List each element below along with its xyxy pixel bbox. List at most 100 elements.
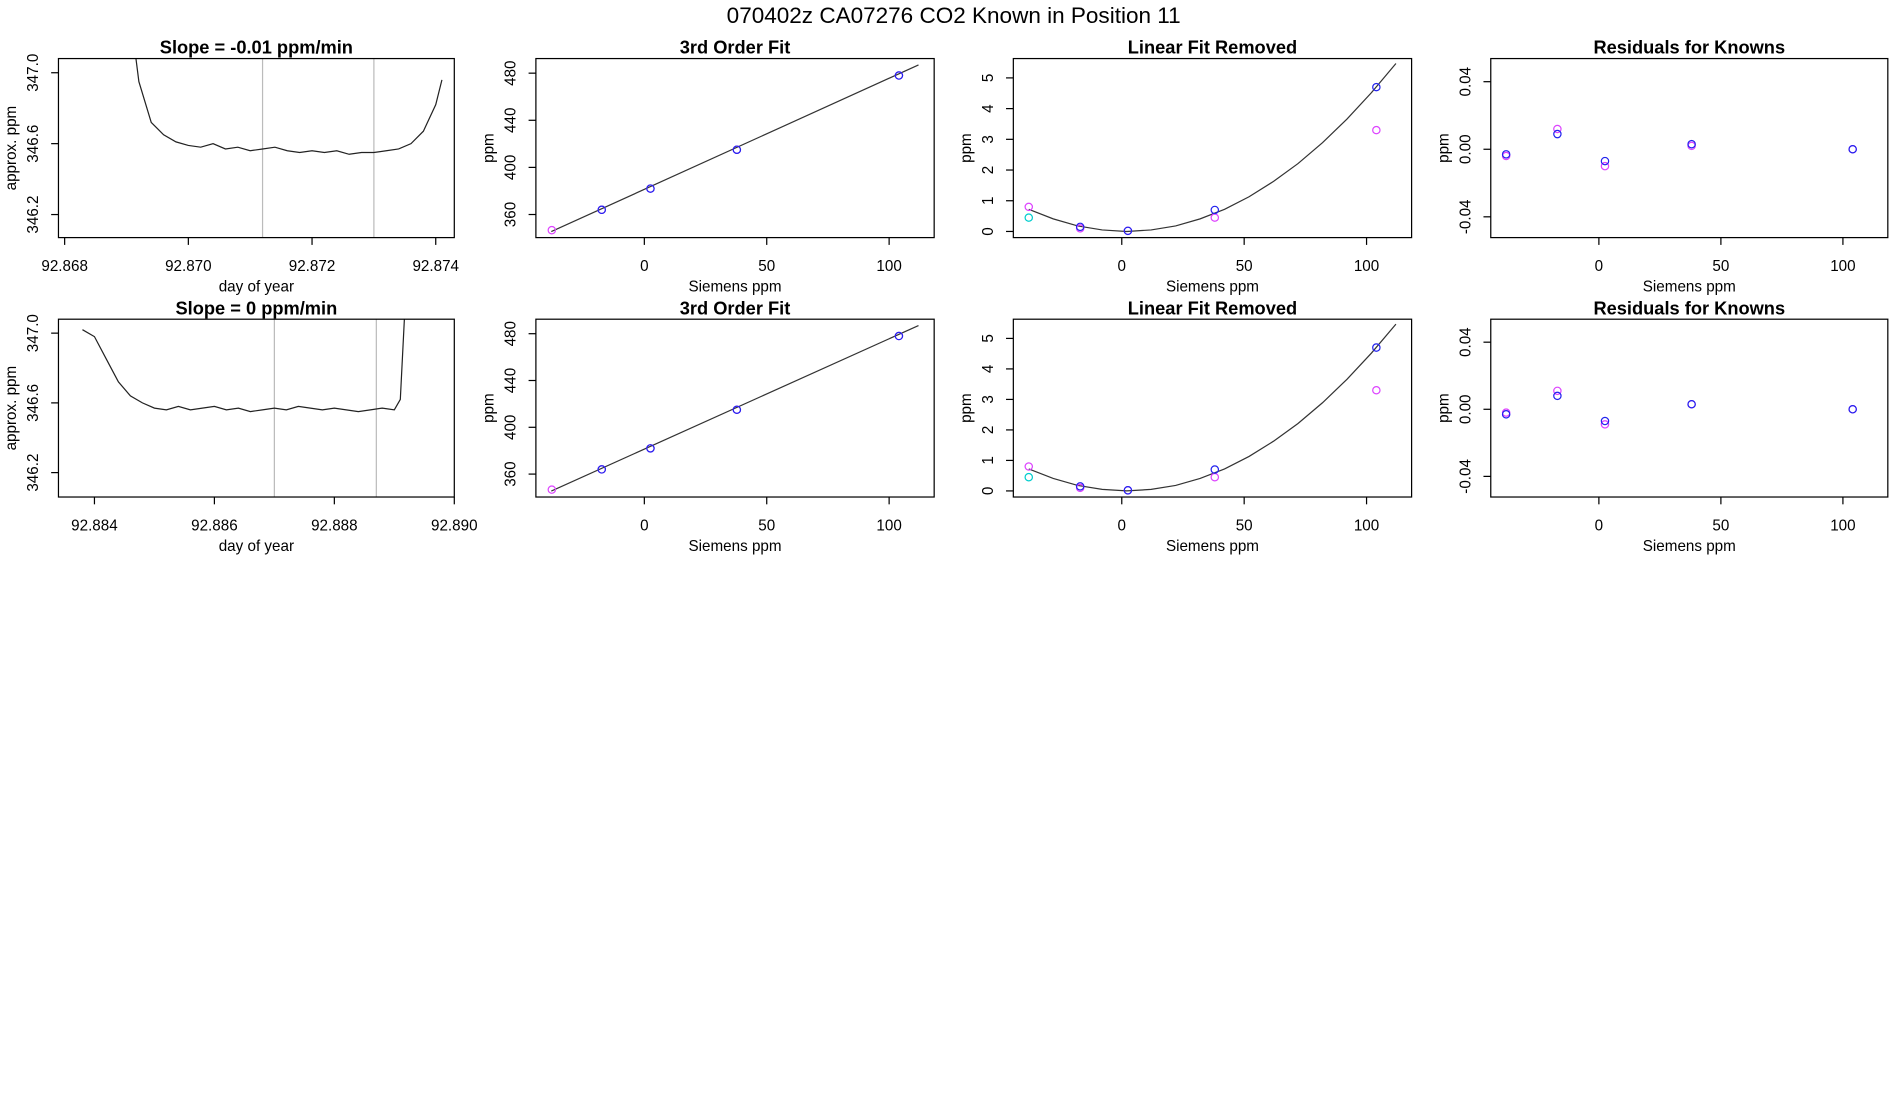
x-axis-label: Siemens ppm: [1643, 279, 1736, 296]
x-tick-label: 100: [1830, 258, 1855, 275]
y-axis-label: ppm: [481, 133, 498, 163]
x-axis-label: Siemens ppm: [689, 538, 782, 555]
x-axis-label: Siemens ppm: [1166, 538, 1259, 555]
x-tick-label: 92.874: [412, 258, 459, 275]
panel-title: 3rd Order Fit: [680, 297, 791, 318]
point: [1123, 486, 1133, 495]
y-axis-label: approx. ppm: [3, 106, 20, 191]
y-tick-label: 0.04: [1457, 327, 1474, 357]
y-tick-label: 5: [980, 334, 997, 342]
y-tick-label: 0.00: [1457, 394, 1474, 424]
line: [135, 58, 443, 155]
y-axis-label: ppm: [958, 393, 975, 423]
y-tick-label: 5: [980, 74, 997, 82]
plot-frame: [535, 318, 935, 498]
x-tick-label: 100: [1354, 258, 1379, 275]
point: [1075, 482, 1085, 491]
point: [1553, 129, 1562, 139]
y-tick-label: -0.04: [1457, 459, 1474, 494]
x-tick-label: 50: [1236, 258, 1253, 275]
x-tick-label: 92.868: [41, 258, 88, 275]
x-tick-label: 50: [1712, 517, 1729, 534]
y-tick-label: 0.00: [1457, 134, 1474, 164]
point: [1600, 416, 1610, 426]
x-tick-label: 92.886: [191, 517, 238, 534]
y-tick-label: 1: [980, 456, 997, 464]
point: [1848, 405, 1857, 414]
x-axis-label: Siemens ppm: [1643, 538, 1736, 555]
point: [1372, 343, 1381, 352]
y-tick-label: 3: [980, 135, 997, 143]
x-tick-label: 92.890: [431, 517, 478, 534]
point: [1024, 462, 1034, 471]
y-tick-label: 440: [503, 108, 520, 133]
panel-title: Residuals for Knowns: [1593, 297, 1785, 318]
plot-frame: [1490, 318, 1889, 498]
point: [597, 465, 607, 474]
y-tick-label: 440: [503, 368, 520, 393]
panel: Residuals for Knowns Siemens ppm ppm 0 50 100…: [1436, 297, 1889, 555]
point: [732, 405, 742, 415]
point: [1372, 82, 1381, 92]
panel-title: Slope = 0 ppm/min: [176, 297, 338, 318]
panel: 3rd Order Fit Siemens ppm ppm 0 50 100 360 400 4…: [481, 297, 935, 555]
line: [82, 319, 405, 413]
x-axis-label: Siemens ppm: [1166, 279, 1259, 296]
plot-frame: [1490, 57, 1889, 239]
y-tick-label: 2: [980, 166, 997, 174]
x-tick-label: 0: [640, 258, 648, 275]
point: [646, 444, 655, 453]
x-tick-label: 100: [1830, 517, 1855, 534]
y-tick-label: 3: [980, 395, 997, 403]
x-tick-label: 92.872: [289, 258, 336, 275]
point: [547, 485, 557, 494]
point: [1600, 161, 1610, 171]
x-axis-label: day of year: [219, 279, 294, 296]
x-tick-label: 92.888: [311, 517, 358, 534]
plot-area: [547, 64, 919, 235]
plot-area: [135, 58, 443, 238]
y-tick-label: 4: [980, 104, 997, 113]
panel-title: Linear Fit Removed: [1128, 297, 1297, 318]
line: [551, 64, 919, 233]
y-tick-label: 2: [980, 426, 997, 434]
panel-title: Slope = -0.01 ppm/min: [160, 37, 353, 58]
point: [1075, 222, 1085, 232]
x-tick-label: 0: [1595, 258, 1603, 275]
panel: 3rd Order Fit Siemens ppm ppm 0 50 100 360 400 4…: [481, 37, 935, 296]
line: [1028, 63, 1397, 233]
point: [1501, 410, 1511, 419]
plot-frame: [535, 57, 935, 239]
point: [1553, 124, 1562, 134]
plot-area: [82, 319, 405, 498]
x-tick-label: 100: [1354, 517, 1379, 534]
figure-title: 070402z CA07276 CO2 Known in Position 11: [727, 3, 1181, 28]
plot-frame: [57, 57, 455, 239]
panel: Slope = 0 ppm/min day of year approx. ppm 9…: [3, 297, 478, 555]
point: [1553, 391, 1562, 401]
x-tick-label: 92.870: [165, 258, 212, 275]
y-tick-label: 347.0: [25, 54, 42, 92]
plot-frame: [57, 318, 455, 498]
point: [732, 145, 742, 154]
y-tick-label: 346.6: [25, 384, 42, 422]
y-tick-label: 347.0: [25, 314, 42, 352]
panel: Linear Fit Removed Siemens ppm ppm 0 50 100 0 1…: [958, 37, 1413, 296]
y-tick-label: -0.04: [1457, 199, 1474, 234]
y-tick-label: 1: [980, 197, 997, 205]
plot-frame: [1012, 57, 1413, 239]
panel-title: Linear Fit Removed: [1128, 37, 1297, 58]
y-tick-label: 346.2: [25, 454, 42, 492]
line: [551, 324, 919, 492]
x-axis-label: Siemens ppm: [689, 279, 782, 296]
point: [894, 331, 904, 341]
y-tick-label: 346.2: [25, 196, 42, 234]
point: [1024, 202, 1034, 212]
point: [1024, 472, 1034, 482]
panel: Linear Fit Removed Siemens ppm ppm 0 50 100 0 1…: [958, 297, 1413, 555]
point: [597, 205, 607, 215]
point: [547, 225, 557, 235]
y-axis-label: ppm: [481, 393, 498, 423]
